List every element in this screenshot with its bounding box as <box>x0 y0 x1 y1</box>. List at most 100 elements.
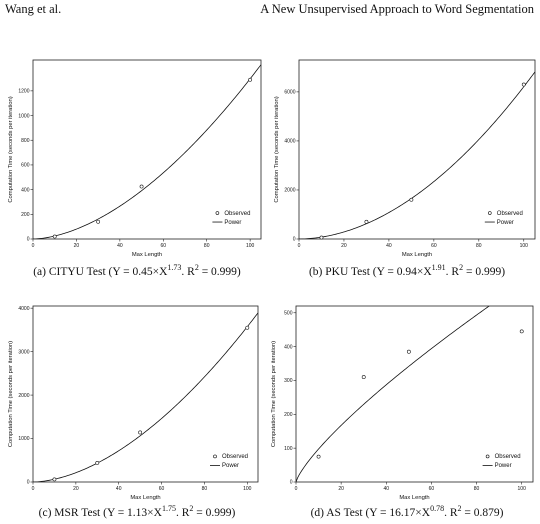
legend-observed-label: Observed <box>495 454 521 460</box>
y-tick-label: 2000 <box>284 188 295 194</box>
y-tick-label: 500 <box>284 310 293 316</box>
observed-point <box>139 431 142 434</box>
x-tick-label: 40 <box>384 486 390 492</box>
x-tick-label: 60 <box>429 486 435 492</box>
x-tick-label: 0 <box>298 243 301 249</box>
caption-text-mid: . R <box>446 266 459 278</box>
power-fit-line <box>296 276 533 482</box>
figure-panel-c: 0 20 40 60 80 100 0 1000 2000 3000 4000 Max Length C… <box>3 302 271 524</box>
legend-observed-marker <box>216 212 219 215</box>
running-header-authors: Wang et al. <box>5 2 61 17</box>
chart-d: 0 20 40 60 80 100 0 100 200 300 400 500 Max Length Co… <box>274 302 540 502</box>
x-tick-label: 40 <box>117 243 123 249</box>
legend-observed-label: Observed <box>222 454 248 460</box>
observed-point <box>53 235 56 238</box>
y-tick-label: 0 <box>290 480 293 486</box>
x-axis-label: Max Length <box>132 252 162 258</box>
y-tick-label: 3000 <box>18 349 29 355</box>
observed-point <box>407 350 410 353</box>
x-axis-label: Max Length <box>399 495 429 501</box>
y-tick-label: 0 <box>27 480 30 486</box>
x-tick-label: 80 <box>474 486 480 492</box>
x-tick-label: 0 <box>32 486 35 492</box>
caption-text-prefix: (a) CITYU Test (Y = 0.45×X <box>33 266 167 278</box>
y-tick-label: 300 <box>284 378 293 384</box>
x-tick-label: 100 <box>520 243 529 249</box>
y-tick-label: 400 <box>284 344 293 350</box>
x-tick-label: 0 <box>32 243 35 249</box>
x-tick-label: 40 <box>386 243 392 249</box>
legend-observed-marker <box>488 212 491 215</box>
observed-point <box>365 220 368 223</box>
x-tick-label: 0 <box>295 486 298 492</box>
y-tick-label: 1000 <box>18 113 29 119</box>
figure-caption-a: (a) CITYU Test (Y = 0.45×X1.73. R2 = 0.9… <box>3 266 271 278</box>
y-tick-label: 800 <box>21 138 30 144</box>
x-tick-label: 40 <box>116 486 122 492</box>
observed-point <box>410 198 413 201</box>
x-tick-label: 80 <box>204 243 210 249</box>
y-tick-label: 1000 <box>18 436 29 442</box>
x-tick-label: 20 <box>338 486 344 492</box>
y-axis-label: Computation Time (seconds per iteration) <box>274 96 280 202</box>
legend-observed-label: Observed <box>224 211 250 217</box>
figure-caption-c: (c) MSR Test (Y = 1.13×X1.75. R2 = 0.999… <box>3 507 271 519</box>
caption-text-suffix: = 0.999) <box>463 266 505 278</box>
observed-point <box>520 330 523 333</box>
y-axis-label: Computation Time (seconds per iteration) <box>8 96 14 202</box>
x-axis-label: Max Length <box>402 252 432 258</box>
y-tick-label: 200 <box>284 412 293 418</box>
y-tick-label: 4000 <box>284 139 295 145</box>
y-tick-label: 0 <box>293 237 296 243</box>
caption-exponent: 1.75 <box>162 504 176 513</box>
x-tick-label: 20 <box>74 243 80 249</box>
caption-text-mid: . R <box>181 266 194 278</box>
x-tick-label: 100 <box>243 486 252 492</box>
y-tick-label: 600 <box>21 163 30 169</box>
figure-panel-d: 0 20 40 60 80 100 0 100 200 300 400 500 Max Length Co… <box>274 302 540 524</box>
observed-point <box>97 220 100 223</box>
x-tick-label: 80 <box>202 486 208 492</box>
x-tick-label: 60 <box>161 243 167 249</box>
x-tick-label: 60 <box>159 486 165 492</box>
caption-text-mid: . R <box>444 507 457 519</box>
observed-point <box>317 455 320 458</box>
y-tick-label: 4000 <box>18 306 29 312</box>
y-tick-label: 100 <box>284 446 293 452</box>
legend-observed-marker <box>486 455 489 458</box>
caption-text-prefix: (d) AS Test (Y = 16.17×X <box>311 507 431 519</box>
legend-observed-label: Observed <box>497 211 523 217</box>
y-tick-label: 200 <box>21 212 30 218</box>
caption-exponent: 0.78 <box>430 504 444 513</box>
legend-observed-marker <box>214 455 217 458</box>
y-tick-label: 0 <box>27 237 30 243</box>
observed-point <box>96 461 99 464</box>
caption-text-prefix: (c) MSR Test (Y = 1.13×X <box>39 507 162 519</box>
observed-point <box>140 185 143 188</box>
running-header-title: A New Unsupervised Approach to Word Segm… <box>260 2 534 17</box>
y-tick-label: 2000 <box>18 393 29 399</box>
observed-point <box>246 326 249 329</box>
y-axis-label: Computation Time (seconds per iteration) <box>271 341 277 447</box>
x-tick-label: 100 <box>246 243 255 249</box>
observed-point <box>53 478 56 481</box>
caption-text-suffix: = 0.999) <box>193 507 235 519</box>
x-tick-label: 100 <box>518 486 527 492</box>
x-tick-label: 20 <box>73 486 79 492</box>
figure-panel-b: 0 20 40 60 80 100 0 2000 4000 6000 Max Length Compu… <box>274 56 540 288</box>
observed-point <box>362 375 365 378</box>
x-tick-label: 60 <box>431 243 437 249</box>
x-axis-label: Max Length <box>130 495 160 501</box>
legend-power-label: Power <box>495 463 512 469</box>
x-tick-label: 80 <box>476 243 482 249</box>
legend-power-label: Power <box>224 220 241 226</box>
x-tick-label: 20 <box>341 243 347 249</box>
figure-panel-a: 0 20 40 60 80 100 0 200 400 600 800 1000 1200 Max Len… <box>3 56 271 288</box>
caption-exponent: 1.73 <box>167 263 181 272</box>
caption-text-prefix: (b) PKU Test (Y = 0.94×X <box>309 266 432 278</box>
figure-caption-b: (b) PKU Test (Y = 0.94×X1.91. R2 = 0.999… <box>274 266 540 278</box>
observed-point <box>320 236 323 239</box>
legend-power-label: Power <box>497 220 514 226</box>
